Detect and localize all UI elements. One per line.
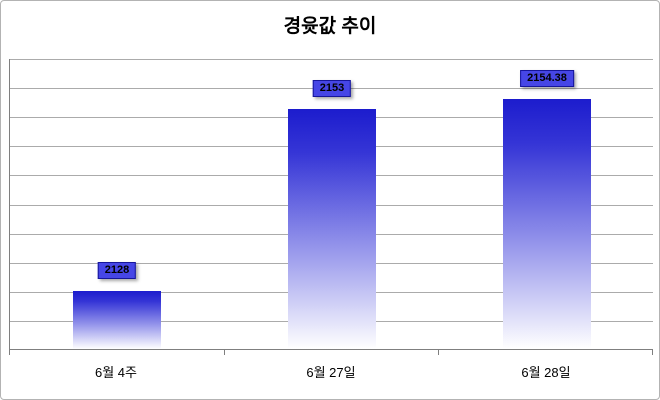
bar-value-label: 2128: [97, 262, 137, 279]
bar-value-label: 2154.38: [520, 70, 574, 87]
axis-tick: [9, 350, 10, 355]
bar: [503, 99, 591, 349]
x-axis-label: 6월 4주: [95, 365, 137, 380]
axis-tick: [224, 350, 225, 355]
axis-tick: [652, 350, 653, 355]
axis-tick: [438, 350, 439, 355]
bar-value-label: 2153: [312, 80, 352, 97]
gridline: [10, 59, 653, 60]
plot-area: 2128 2153 2154.38: [9, 59, 653, 350]
x-axis-label: 6월 27일: [306, 365, 356, 380]
x-axis: 6월 4주 6월 27일 6월 28일: [9, 350, 653, 384]
bar: [73, 291, 161, 349]
chart-title: 경윳값 추이: [283, 16, 377, 37]
x-axis-label: 6월 28일: [521, 365, 571, 380]
bar: [288, 109, 376, 349]
